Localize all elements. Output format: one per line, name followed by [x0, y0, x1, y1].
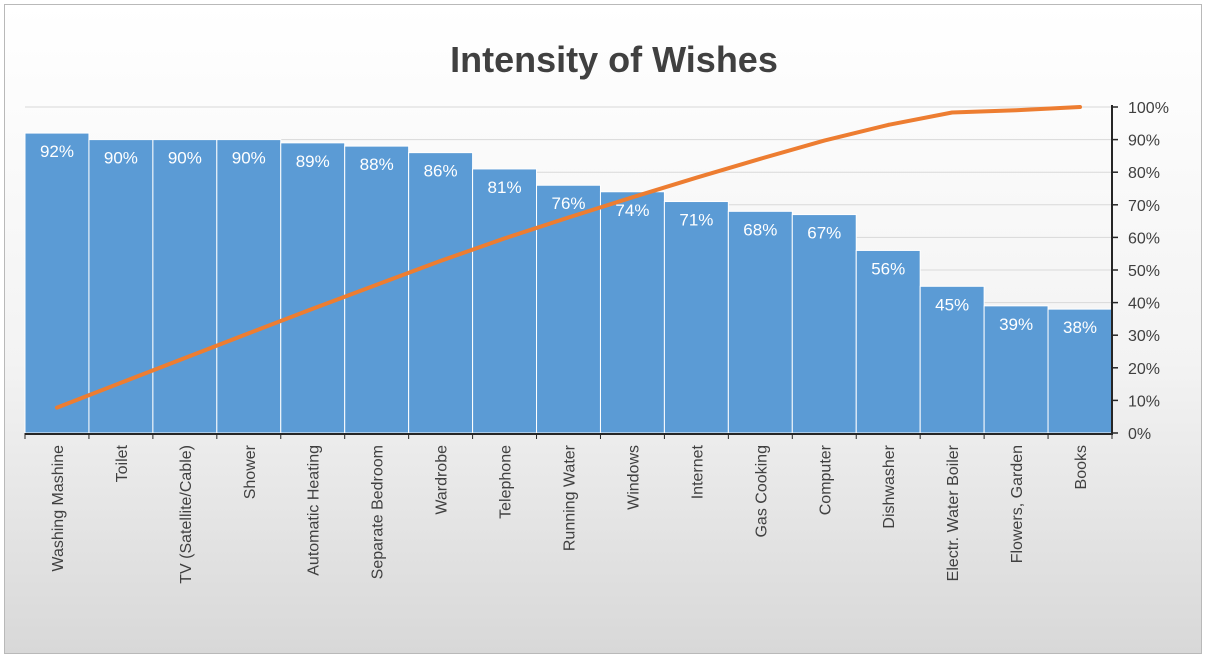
bar-data-label: 39%	[999, 315, 1033, 334]
bar	[983, 305, 1049, 434]
x-axis-category-label: Flowers, Garden	[1009, 445, 1026, 563]
bar-data-label: 71%	[679, 211, 713, 230]
y-axis-tick-labels: 0% 10% 20% 30% 40% 50% 60% 70% 80% 90% 100%	[1128, 100, 1169, 443]
bar	[855, 249, 921, 434]
bar	[472, 168, 538, 434]
bar	[919, 285, 985, 434]
bar	[280, 142, 346, 434]
x-axis-category-label: Wardrobe	[434, 445, 451, 515]
bar	[727, 210, 793, 434]
y-axis-tick-label: 30%	[1128, 328, 1160, 345]
bar-data-label: 76%	[551, 194, 585, 213]
bar-data-label: 68%	[743, 220, 777, 239]
bar	[408, 152, 474, 434]
bar	[599, 191, 665, 434]
x-axis-category-label: Dishwasher	[881, 444, 898, 528]
data-labels: 92% 90% 90% 90% 89% 88% 86% 81% 76% 74% 71% 68% 67% 5…	[40, 142, 1097, 337]
x-axis-category-label: Telephone	[498, 445, 515, 519]
y-axis-tick-label: 100%	[1128, 100, 1169, 117]
cumulative-line	[55, 105, 1082, 410]
bar	[24, 132, 90, 434]
bar	[152, 139, 218, 434]
bar-series	[24, 132, 1113, 434]
bar	[663, 201, 729, 434]
cumulative-line-series	[55, 105, 1082, 410]
x-axis-category-label: Windows	[625, 445, 642, 510]
x-axis-category-label: Automatic Heating	[306, 445, 323, 576]
x-axis-category-label: Internet	[689, 444, 706, 499]
bar-data-label: 81%	[488, 178, 522, 197]
y-axis-tick-label: 70%	[1128, 198, 1160, 215]
x-axis-category-label: TV (Satellite/Cable)	[178, 445, 195, 584]
bar	[216, 139, 282, 434]
chart-title: Intensity of Wishes	[450, 39, 778, 80]
bar	[1047, 308, 1113, 434]
x-axis-category-label: Shower	[242, 444, 259, 499]
bar-data-label: 90%	[104, 149, 138, 168]
bar-data-label: 90%	[232, 149, 266, 168]
x-axis-category-label: Washing Mashine	[50, 445, 67, 572]
x-axis-category-labels: Washing Mashine Toilet TV (Satellite/Cable…	[50, 444, 1090, 583]
bar-data-label: 74%	[615, 201, 649, 220]
x-axis-category-label: Books	[1073, 445, 1090, 489]
x-axis-category-label: Running Water	[562, 444, 579, 551]
bar-data-label: 88%	[360, 155, 394, 174]
bar-data-label: 45%	[935, 295, 969, 314]
y-axis-tick-label: 60%	[1128, 230, 1160, 247]
y-axis-tick-label: 10%	[1128, 393, 1160, 410]
bar-data-label: 67%	[807, 224, 841, 243]
y-axis-tick-label: 20%	[1128, 361, 1160, 378]
pareto-chart: Intensity of Wishes 92% 90% 90% 90% 89% 88% 86…	[5, 5, 1201, 653]
x-axis-category-label: Gas Cooking	[753, 445, 770, 538]
y-axis-tick-label: 40%	[1128, 296, 1160, 313]
x-axis-category-label: Separate Bedroom	[370, 445, 387, 579]
y-axis-tick-label: 90%	[1128, 133, 1160, 150]
y-axis-tick-label: 50%	[1128, 263, 1160, 280]
chart-frame: Intensity of Wishes 92% 90% 90% 90% 89% 88% 86…	[4, 4, 1202, 654]
y-axis-tick-label: 80%	[1128, 165, 1160, 182]
x-axis-category-label: Electr. Water Boiler	[945, 444, 962, 581]
bar-data-label: 86%	[424, 162, 458, 181]
x-axis-category-label: Toilet	[114, 444, 131, 482]
axes	[24, 105, 1118, 439]
x-axis-category-label: Computer	[817, 444, 834, 515]
bar-data-label: 90%	[168, 149, 202, 168]
bar	[791, 214, 857, 434]
bar-data-label: 38%	[1063, 318, 1097, 337]
bar-data-label: 92%	[40, 142, 74, 161]
bar-data-label: 56%	[871, 259, 905, 278]
bar	[88, 139, 154, 434]
bar	[344, 145, 410, 434]
y-axis-tick-label: 0%	[1128, 426, 1151, 443]
bar	[536, 184, 601, 434]
bar-data-label: 89%	[296, 152, 330, 171]
